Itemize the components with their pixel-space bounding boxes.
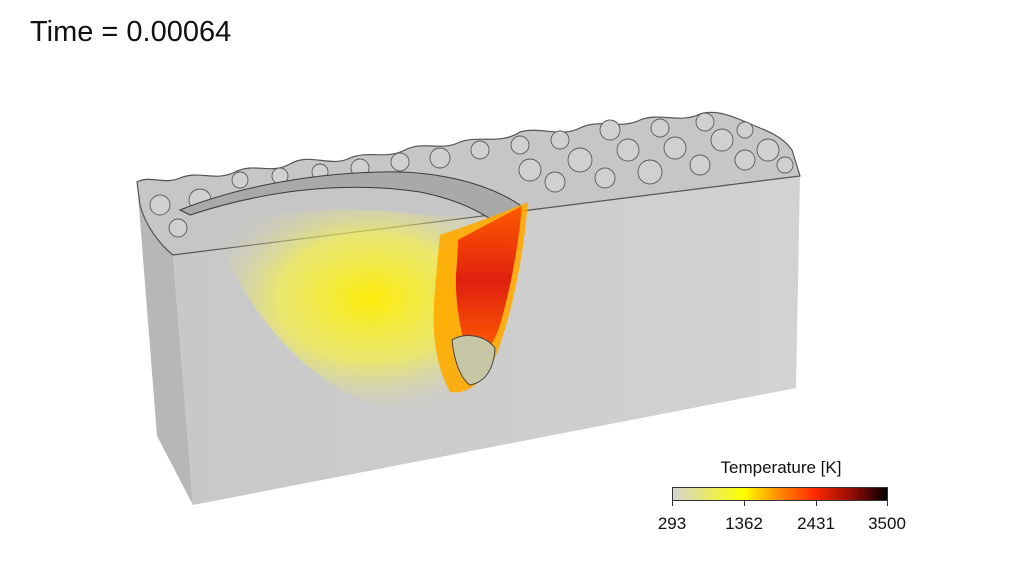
block-side-face (137, 182, 193, 505)
melt-pool-core (455, 206, 522, 357)
legend-title: Temperature [K] (720, 458, 842, 477)
tick-mark (816, 501, 817, 506)
tick-label: 1362 (725, 514, 763, 533)
temperature-colorbar (672, 487, 888, 501)
time-label: Time = 0.00064 (30, 16, 232, 48)
tick-label: 293 (657, 514, 687, 533)
tick-label: 2431 (797, 514, 835, 533)
keyhole-pore (451, 335, 496, 386)
temperature-legend: Temperature [K] 293 1362 2431 3500 (650, 458, 920, 538)
tick-label: 3500 (868, 514, 906, 533)
tick-mark (744, 501, 745, 506)
tick-mark (672, 501, 673, 506)
melt-track (178, 171, 521, 236)
tick-mark (887, 501, 888, 506)
powder-particles (149, 112, 794, 238)
